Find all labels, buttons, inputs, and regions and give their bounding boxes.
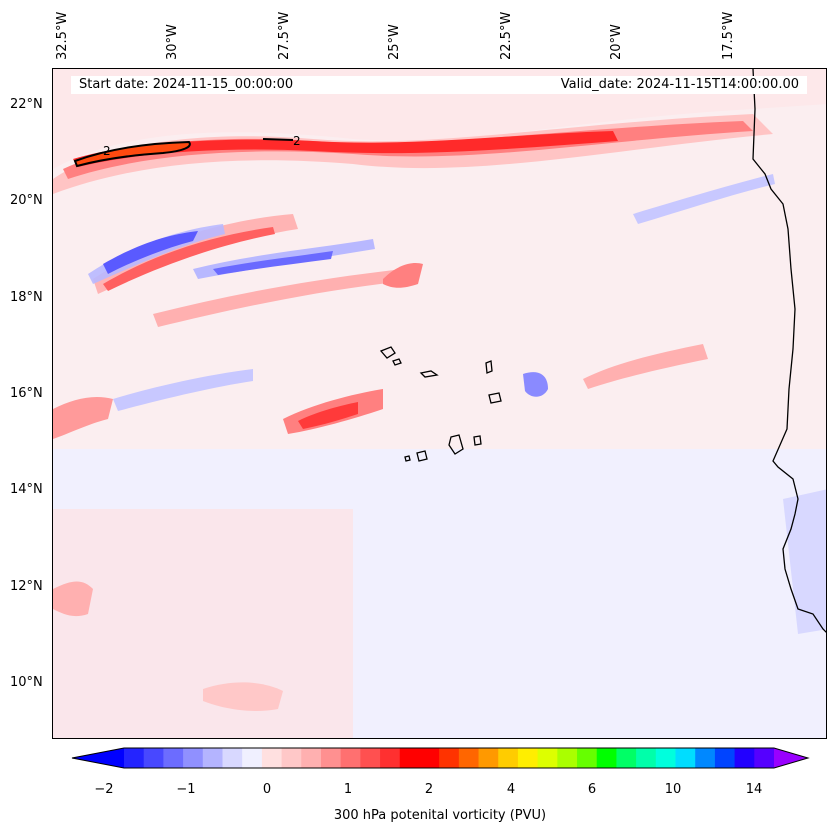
colorbar-tick: 10 <box>664 782 682 797</box>
colorbar-tick: 1 <box>343 782 353 797</box>
island-sal <box>485 360 493 374</box>
colorbar-segment <box>183 748 204 768</box>
colorbar-tick: 14 <box>745 782 763 797</box>
lat-label-10n: 10°N <box>10 675 43 690</box>
lon-label-27-5w: 27.5°W <box>277 11 292 60</box>
southwest-high-pv-patch <box>53 509 353 738</box>
colorbar-segment <box>655 748 677 768</box>
lon-label-25w: 25°W <box>387 24 402 60</box>
colorbar <box>71 747 810 769</box>
colorbar-label: 300 hPa potenital vorticity (PVU) <box>333 808 547 823</box>
colorbar-segment <box>596 748 617 768</box>
contour-label: 2 <box>103 144 111 158</box>
northern-pv-band <box>53 69 826 194</box>
island-boa-vista <box>488 392 502 404</box>
colorbar-extend-low <box>72 748 124 768</box>
colorbar-segment <box>754 748 775 768</box>
colorbar-segment <box>143 748 164 768</box>
colorbar-segment <box>675 748 696 768</box>
lat-label-14n: 14°N <box>10 482 43 497</box>
colorbar-tick: −2 <box>94 782 114 797</box>
colorbar-tick: 6 <box>587 782 597 797</box>
pv-field-map: 22 <box>53 69 826 738</box>
colorbar-segment <box>261 748 283 768</box>
island-sao-nicolau <box>419 370 439 378</box>
colorbar-segment <box>222 748 243 768</box>
lon-label-17-5w: 17.5°W <box>721 11 736 60</box>
colorbar-tick: 2 <box>424 782 434 797</box>
colorbar-tick: 4 <box>506 782 516 797</box>
colorbar-segment <box>695 748 716 768</box>
start-date-text: Start date: 2024-11-15_00:00:00 <box>79 77 294 92</box>
colorbar-segment <box>478 748 499 768</box>
colorbar-tick: 0 <box>262 782 272 797</box>
colorbar-segment <box>557 748 578 768</box>
lon-label-20w: 20°W <box>609 24 624 60</box>
lat-label-20n: 20°N <box>10 193 43 208</box>
lon-label-22-5w: 22.5°W <box>499 11 514 60</box>
colorbar-segment <box>734 748 755 768</box>
colorbar-segment <box>340 748 361 768</box>
colorbar-segment <box>419 748 440 768</box>
lon-label-32-5w: 32.5°W <box>55 11 70 60</box>
colorbar-segment <box>399 748 420 768</box>
colorbar-outline <box>71 747 810 769</box>
colorbar-segment <box>517 748 539 768</box>
valid-date-text: Valid_date: 2024-11-15T14:00:00.00 <box>560 77 799 92</box>
lon-label-30w: 30°W <box>165 24 180 60</box>
colorbar-segment <box>714 748 736 768</box>
colorbar-segment <box>163 748 184 768</box>
island-brava <box>404 455 411 462</box>
colorbar-segment <box>537 748 558 768</box>
lat-label-18n: 18°N <box>10 290 43 305</box>
colorbar-segment <box>301 748 322 768</box>
colorbar-segment <box>498 748 519 768</box>
colorbar-segment <box>360 748 381 768</box>
colorbar-segment <box>380 748 401 768</box>
colorbar-segment <box>616 748 637 768</box>
colorbar-segment <box>439 748 460 768</box>
colorbar-extend-high <box>774 748 808 768</box>
colorbar-segment <box>202 748 223 768</box>
island-santo-antao <box>379 346 396 359</box>
island-santiago <box>448 434 464 455</box>
lat-label-16n: 16°N <box>10 386 43 401</box>
lat-label-22n: 22°N <box>10 97 43 112</box>
island-maio <box>473 435 482 446</box>
contour-label: 2 <box>293 134 301 148</box>
colorbar-segment <box>577 748 598 768</box>
colorbar-segment <box>281 748 302 768</box>
central-pv-bands <box>53 174 826 712</box>
date-info-box: Start date: 2024-11-15_00:00:00 Valid_da… <box>71 76 807 94</box>
colorbar-segment <box>636 748 657 768</box>
island-sao-vicente <box>392 358 402 366</box>
colorbar-segment <box>458 748 480 768</box>
pv-2-contour <box>73 140 191 168</box>
lat-label-12n: 12°N <box>10 579 43 594</box>
africa-coastline <box>752 69 826 633</box>
colorbar-segment <box>320 748 342 768</box>
colorbar-tick: −1 <box>176 782 196 797</box>
colorbar-segment <box>242 748 263 768</box>
island-fogo <box>416 450 428 462</box>
colorbar-segment <box>124 748 145 768</box>
cape-verde-islands <box>379 346 502 462</box>
pv-2-contour-segment <box>262 138 294 141</box>
